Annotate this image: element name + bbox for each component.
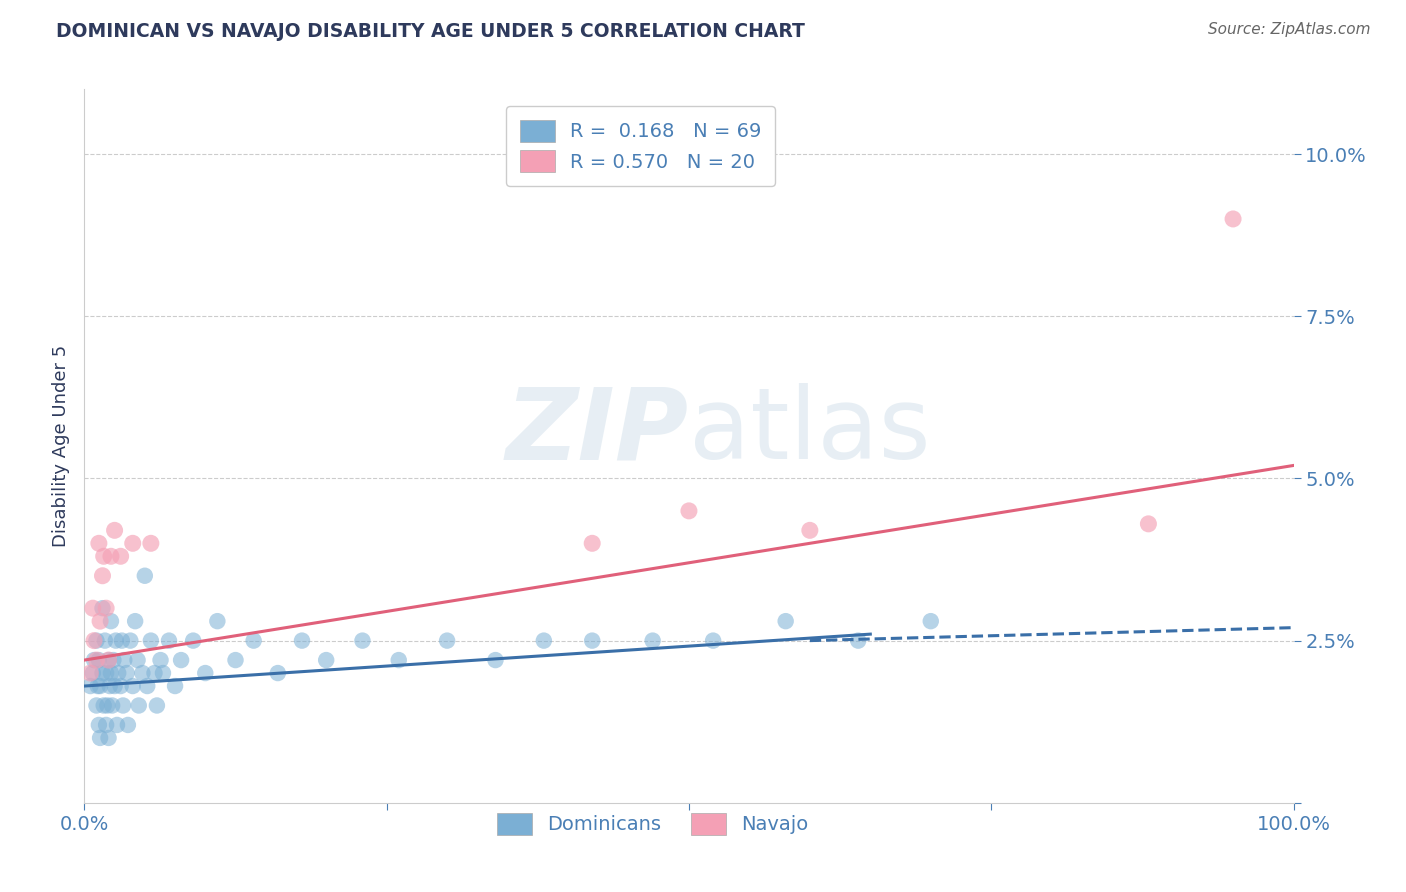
Point	[94, 633, 117, 648]
Point	[111, 633, 134, 648]
Point	[104, 679, 127, 693]
Y-axis label: Disability Age Under 5: Disability Age Under 5	[52, 345, 70, 547]
Point	[267, 666, 290, 681]
Point	[136, 679, 159, 693]
Point	[82, 666, 104, 681]
Point	[181, 633, 204, 648]
Point	[86, 698, 108, 713]
Point	[89, 731, 111, 745]
Point	[79, 666, 101, 681]
Point	[117, 718, 139, 732]
Point	[127, 653, 149, 667]
Point	[86, 633, 108, 648]
Point	[315, 653, 337, 667]
Point	[134, 568, 156, 582]
Point	[104, 524, 127, 538]
Point	[91, 568, 114, 582]
Point	[641, 633, 664, 648]
Point	[846, 633, 869, 648]
Point	[82, 601, 104, 615]
Point	[100, 666, 122, 681]
Point	[97, 653, 120, 667]
Point	[96, 698, 118, 713]
Point	[79, 679, 101, 693]
Point	[89, 614, 111, 628]
Point	[98, 679, 121, 693]
Point	[152, 666, 174, 681]
Point	[110, 679, 132, 693]
Point	[86, 679, 108, 693]
Point	[93, 698, 115, 713]
Point	[139, 536, 162, 550]
Point	[702, 633, 724, 648]
Point	[110, 549, 132, 564]
Point	[89, 679, 111, 693]
Point	[194, 666, 217, 681]
Text: DOMINICAN VS NAVAJO DISABILITY AGE UNDER 5 CORRELATION CHART: DOMINICAN VS NAVAJO DISABILITY AGE UNDER…	[56, 22, 806, 41]
Point	[1137, 516, 1160, 531]
Point	[107, 666, 129, 681]
Point	[93, 549, 115, 564]
Point	[115, 666, 138, 681]
Point	[678, 504, 700, 518]
Point	[97, 653, 120, 667]
Point	[124, 614, 146, 628]
Point	[94, 718, 117, 732]
Point	[207, 614, 229, 628]
Point	[112, 698, 135, 713]
Point	[143, 666, 166, 681]
Point	[484, 653, 506, 667]
Point	[799, 524, 821, 538]
Point	[105, 718, 128, 732]
Text: Source: ZipAtlas.com: Source: ZipAtlas.com	[1208, 22, 1371, 37]
Point	[131, 666, 153, 681]
Point	[165, 679, 187, 693]
Text: ZIP: ZIP	[506, 384, 689, 480]
Point	[87, 653, 110, 667]
Point	[97, 731, 120, 745]
Point	[225, 653, 247, 667]
Point	[112, 653, 135, 667]
Point	[128, 698, 150, 713]
Point	[101, 698, 124, 713]
Point	[157, 633, 180, 648]
Point	[533, 633, 555, 648]
Point	[103, 653, 125, 667]
Point	[291, 633, 314, 648]
Text: atlas: atlas	[689, 384, 931, 480]
Point	[149, 653, 172, 667]
Point	[87, 536, 110, 550]
Point	[94, 666, 117, 681]
Point	[121, 536, 143, 550]
Point	[83, 653, 105, 667]
Point	[104, 633, 127, 648]
Point	[388, 653, 411, 667]
Legend: Dominicans, Navajo: Dominicans, Navajo	[489, 805, 817, 843]
Point	[170, 653, 193, 667]
Point	[91, 666, 114, 681]
Point	[352, 633, 374, 648]
Point	[87, 718, 110, 732]
Point	[242, 633, 264, 648]
Point	[121, 679, 143, 693]
Point	[146, 698, 169, 713]
Point	[83, 633, 105, 648]
Point	[120, 633, 142, 648]
Point	[581, 536, 603, 550]
Point	[86, 653, 108, 667]
Point	[94, 601, 117, 615]
Point	[436, 633, 458, 648]
Point	[100, 549, 122, 564]
Point	[920, 614, 942, 628]
Point	[775, 614, 797, 628]
Point	[100, 614, 122, 628]
Point	[1222, 211, 1244, 226]
Point	[139, 633, 162, 648]
Point	[581, 633, 603, 648]
Point	[91, 601, 114, 615]
